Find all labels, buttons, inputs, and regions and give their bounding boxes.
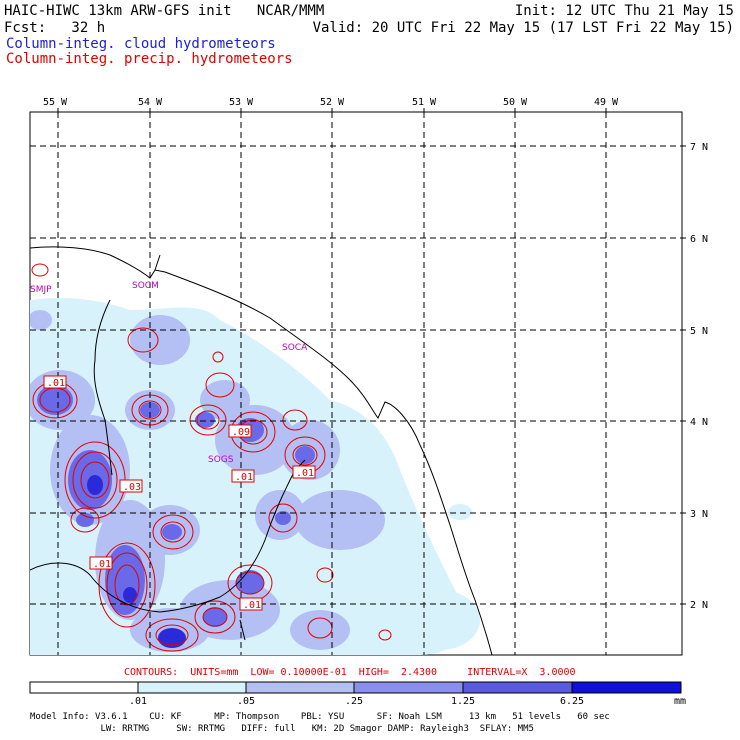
colorbar [29,681,682,694]
contour-label: .01 [243,600,261,611]
lon-label: 55 W [43,97,68,108]
station-label: SOCA [282,343,308,353]
colorbar-bin [29,681,139,694]
lon-label: 52 W [320,97,345,108]
colorbar-bin [137,681,247,694]
lon-label: 53 W [229,97,254,108]
lat-label: 7 N [690,142,708,153]
contour-label: .01 [47,378,65,389]
lat-label: 6 N [690,234,708,245]
colorbar-bin [245,681,355,694]
contour-label: .01 [235,472,253,483]
contour-label: .03 [123,482,141,493]
cloud-field-core [87,475,186,648]
contour-label: .09 [232,427,250,438]
lat-label: 5 N [690,326,708,337]
colorbar-bin [571,681,682,694]
station-label: SMJP [30,285,52,295]
model-info-line2: LW: RRTMG SW: RRTMG DIFF: full KM: 2D Sm… [30,724,534,734]
station-label: SOCM [132,281,159,291]
model-info-line1: Model Info: V3.6.1 CU: KF MP: Thompson P… [30,712,610,722]
colorbar-units: mm [674,696,686,707]
station-label: SOGS [208,455,234,465]
lon-label: 51 W [412,97,437,108]
header-title: HAIC-HIWC 13km ARW-GFS init NCAR/MMM [4,3,325,19]
contour-label: .01 [296,468,314,479]
init-time: Init: 12 UTC Thu 21 May 15 [514,3,734,19]
cloud-field-medium [30,310,385,652]
colorbar-bin [462,681,573,694]
contour-label: .01 [93,559,111,570]
lat-label: 2 N [690,600,708,611]
lat-label: 3 N [690,509,708,520]
colorbar-label: .01 [129,696,147,707]
legend-cloud-label: Column-integ. cloud hydrometeors [6,36,276,52]
lat-label: 4 N [690,417,708,428]
colorbar-label: 1.25 [451,696,475,707]
lon-label: 49 W [594,97,619,108]
contours-info: CONTOURS: UNITS=mm LOW= 0.10000E-01 HIGH… [124,667,576,678]
colorbar-label: .05 [237,696,255,707]
lon-label: 54 W [138,97,163,108]
colorbar-bin [353,681,464,694]
legend-precip-label: Column-integ. precip. hydrometeors [6,51,293,67]
colorbar-label: .25 [345,696,363,707]
contour-label-boxes [43,375,316,611]
colorbar-label: 6.25 [560,696,584,707]
valid-time: Valid: 20 UTC Fri 22 May 15 (17 LST Fri … [312,20,734,36]
lon-label: 50 W [503,97,528,108]
forecast-hour: Fcst: 32 h [4,20,106,36]
lat-lon-grid [30,112,682,655]
